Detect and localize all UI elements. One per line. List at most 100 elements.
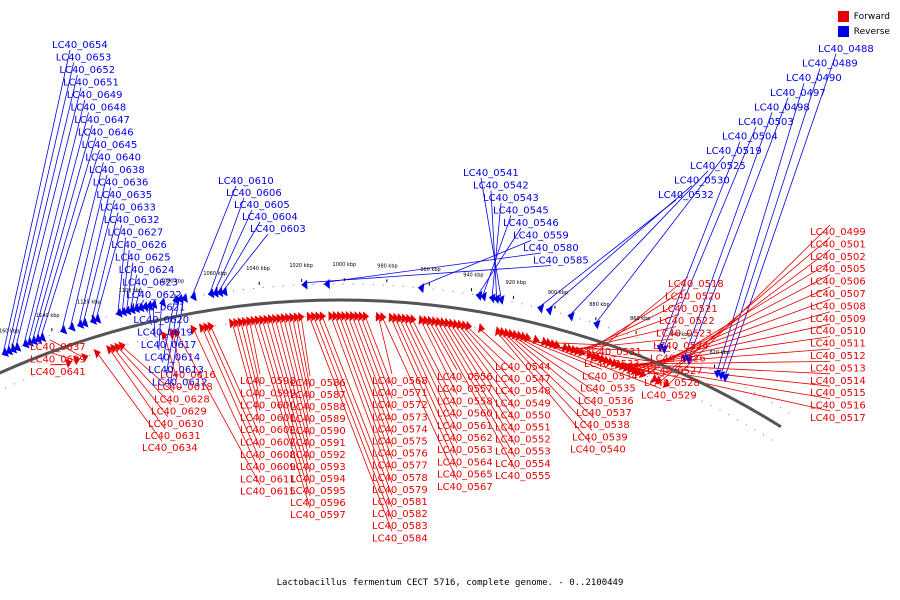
forward-gene-label: LC40_0634 [142, 443, 198, 454]
forward-gene-arrow-shape [93, 348, 101, 359]
forward-gene-label: LC40_0598 [240, 376, 296, 387]
forward-gene-arrow [263, 314, 270, 325]
connector-line [28, 112, 89, 342]
forward-gene-arrow [626, 364, 635, 374]
reverse-gene-label: LC40_0632 [104, 215, 160, 226]
reverse-gene-label: LC40_0626 [111, 240, 167, 251]
connector-line [361, 318, 393, 399]
connector-line [96, 224, 123, 318]
forward-gene-label: LC40_0549 [495, 398, 551, 409]
forward-gene-arrow-shape [392, 312, 400, 323]
forward-gene-label: LC40_0588 [290, 402, 346, 413]
forward-gene-label: LC40_0616 [160, 370, 216, 381]
reverse-gene-label: LC40_0614 [145, 353, 201, 364]
connector-line [684, 112, 773, 356]
connector-line [519, 337, 601, 382]
reverse-gene-label: LC40_0653 [56, 53, 112, 64]
reverse-gene-arrow-shape [660, 344, 669, 355]
reverse-gene-arrow [128, 304, 136, 315]
reverse-gene-label: LC40_0622 [126, 290, 182, 301]
forward-gene-label: LC40_0518 [668, 279, 724, 290]
forward-gene-arrow [298, 312, 305, 323]
connector-line [318, 318, 393, 508]
forward-gene-arrow-shape [610, 358, 618, 368]
kbp-tick-label: 880 kbp [589, 302, 609, 308]
kbp-tick-label: 940 kbp [463, 272, 483, 278]
reverse-gene-arrow-shape [545, 306, 553, 316]
reverse-gene-label: LC40_0617 [141, 340, 197, 351]
forward-gene-arrow [569, 344, 578, 355]
reverse-gene-arrow [207, 288, 215, 299]
forward-gene-arrow [337, 310, 344, 321]
connector-line [253, 322, 311, 509]
forward-gene-arrow [573, 345, 582, 356]
connector-line [464, 327, 516, 385]
forward-gene-arrow [190, 324, 198, 335]
forward-gene-label: LC40_0618 [157, 382, 213, 393]
forward-gene-arrow [397, 313, 404, 324]
forward-gene-arrow [448, 318, 455, 329]
forward-gene-arrow [553, 339, 561, 350]
connector-line [23, 99, 86, 344]
forward-gene-label: LC40_0641 [30, 367, 86, 378]
reverse-gene-arrow [212, 287, 219, 298]
forward-gene-arrow-shape [602, 355, 610, 365]
forward-gene-arrow-shape [553, 339, 561, 350]
forward-gene-arrow-shape [594, 352, 602, 363]
forward-gene-arrow-shape [267, 314, 275, 325]
reverse-gene-arrow-shape [22, 339, 30, 349]
forward-gene-arrow-shape [452, 318, 460, 329]
reverse-gene-arrow [721, 373, 730, 383]
forward-gene-arrow [401, 313, 408, 324]
forward-gene-arrow [524, 332, 532, 343]
legend-forward-label: Forward [853, 11, 890, 22]
forward-gene-arrow-shape [388, 312, 395, 323]
connector-line [275, 320, 311, 449]
forward-gene-label: LC40_0600 [240, 401, 296, 412]
connector-line [162, 298, 176, 363]
forward-gene-arrow [614, 359, 622, 370]
reverse-gene-label: LC40_0498 [754, 102, 810, 113]
reverse-gene-label: LC40_0532 [658, 190, 714, 201]
legend-reverse: Reverse [837, 24, 890, 39]
reverse-gene-arrow-shape [137, 302, 145, 313]
reverse-gene-arrow [68, 322, 76, 332]
connector-line [169, 296, 185, 388]
forward-gene-arrow-shape [160, 330, 168, 341]
connector-line [490, 190, 497, 297]
reverse-gene-arrow [76, 319, 85, 329]
forward-gene-label: LC40_0591 [290, 438, 346, 449]
reverse-gene-arrow-shape [1, 347, 10, 357]
connector-line [98, 354, 163, 442]
kbp-tick-label: 1080 kbp [161, 278, 185, 284]
forward-gene-label: LC40_0587 [290, 390, 346, 401]
genome-backbone [0, 298, 782, 429]
connector-line [296, 319, 311, 389]
reverse-gene-arrow [13, 342, 22, 352]
forward-gene-arrow-shape [427, 315, 434, 326]
reverse-gene-arrow-shape [94, 314, 102, 324]
forward-gene-label: LC40_0575 [372, 437, 428, 448]
reverse-gene-arrow [1, 347, 10, 357]
forward-gene-arrow [503, 327, 511, 338]
forward-gene-arrow-shape [350, 311, 357, 322]
forward-gene-arrow [507, 328, 515, 339]
forward-gene-arrow [362, 311, 370, 322]
reverse-gene-arrow-shape [593, 319, 601, 330]
reverse-gene-arrow-shape [713, 369, 722, 379]
forward-gene-label: LC40_0583 [372, 521, 428, 532]
forward-gene-label: LC40_0544 [495, 362, 551, 373]
forward-gene-arrow-shape [524, 332, 532, 343]
connector-line [408, 320, 458, 419]
connector-line [118, 348, 172, 405]
reverse-gene-label: LC40_0652 [59, 65, 115, 76]
reverse-gene-arrow-shape [216, 287, 224, 298]
forward-gene-label: LC40_0556 [437, 372, 493, 383]
forward-gene-arrow-shape [319, 311, 326, 322]
forward-gene-arrow [246, 316, 253, 327]
reverse-gene-arrow [89, 315, 98, 325]
reverse-gene-arrow-shape [301, 279, 308, 290]
connector-line [262, 321, 311, 485]
reverse-gene-arrow [593, 319, 601, 330]
reverse-gene-arrow [81, 317, 89, 328]
